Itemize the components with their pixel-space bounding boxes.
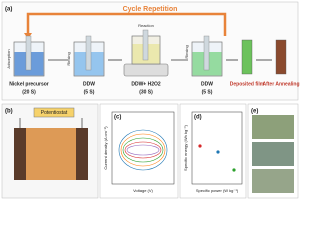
cv-curves [118,129,168,171]
cv-loop [124,141,162,159]
point [198,144,202,148]
step-name: DDW [201,81,213,87]
annealed-film [275,39,287,75]
x-axis-label: Voltage (V) [133,188,153,193]
beaker-1 [13,35,45,77]
panel-label: (d) [194,115,202,121]
beaker-4 [191,35,223,77]
beaker-2 [73,35,105,77]
substrate [203,35,210,71]
x-axis-label: Specific power (W kg⁻¹) [196,188,239,193]
substrate [85,35,92,71]
cv-loop [126,144,160,156]
panel-label: (b) [5,109,13,115]
result-label: After Annealing [262,81,299,87]
potentiostat-box [33,107,75,118]
step-time: (5 S) [202,89,213,95]
cycle-arrow [26,12,227,36]
point [232,168,236,172]
cv-loop [120,133,166,167]
electrode [76,128,88,180]
step-name: DDW [83,81,95,87]
cv-loop [122,137,164,163]
photo [252,169,294,193]
step-action: Reaction [138,23,154,28]
step-action: Rinsing [184,45,189,58]
panel-label: (a) [5,7,12,13]
device-label: Potentiostat [41,110,68,116]
electrolyte [26,128,76,180]
photo [252,115,294,139]
step-name: DDW+ H2O2 [131,81,161,87]
point [216,150,220,154]
y-axis-label: Current density (A cm⁻²) [103,126,108,170]
panel-label: (c) [114,115,121,121]
step-time: (20 S) [22,89,36,95]
result-label: Deposited film [230,81,265,87]
substrate [25,35,32,71]
step-time: (30 S) [139,89,153,95]
panel-label: (e) [251,109,258,115]
y-axis-label: Specific energy (Wh kg⁻¹) [183,124,188,171]
step-name: Nickel precursor [9,81,49,87]
substrate [142,29,149,61]
plot-area [191,111,243,185]
step-time: (5 S) [84,89,95,95]
electrode [14,128,26,180]
cycle-title: Cycle Repetition [123,6,178,13]
plot-area [111,111,175,185]
stirrer [123,63,169,77]
step-action: Adsorption [6,49,11,68]
panel-d-frame [179,103,247,199]
figure: (a) Cycle Repetition Adsorption Rinsing … [0,0,300,200]
step-action: Rinsing [66,52,71,65]
cv-loop [118,129,168,171]
photo [252,142,294,166]
deposited-film [241,39,253,75]
beaker-3 [123,29,169,77]
